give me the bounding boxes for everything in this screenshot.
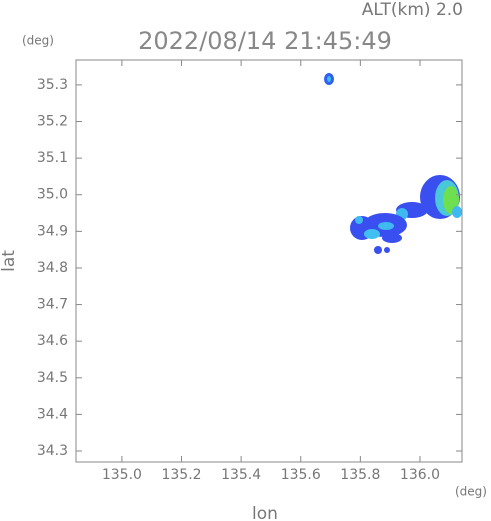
- echo: [324, 73, 462, 254]
- y-tick-label: 34.9: [37, 223, 68, 239]
- x-tick-label: 135.2: [161, 467, 201, 483]
- y-tick-label: 35.3: [37, 77, 68, 93]
- x-tick-label: 136.0: [400, 467, 440, 483]
- y-tick-label: 34.4: [37, 406, 68, 422]
- chart-subtitle: ALT(km) 2.0: [362, 0, 463, 20]
- y-tick-label: 34.6: [37, 333, 68, 349]
- chart-title: 2022/08/14 21:45:49: [138, 27, 392, 55]
- y-tick-label: 35.2: [37, 114, 68, 130]
- y-axis-label: lat: [0, 250, 19, 272]
- x-axis-label: lon: [252, 504, 278, 521]
- x-tick-label: 135.0: [102, 467, 142, 483]
- y-tick-label: 34.3: [37, 443, 68, 459]
- y-tick-label: 35.1: [37, 150, 68, 166]
- x-tick-label: 135.4: [221, 467, 261, 483]
- x-unit: (deg): [455, 485, 487, 499]
- x-tick-label: 135.8: [340, 467, 380, 483]
- y-tick-label: 34.8: [37, 260, 68, 276]
- y-tick-label: 35.0: [37, 187, 68, 203]
- y-unit: (deg): [22, 34, 54, 48]
- x-tick-label: 135.6: [281, 467, 321, 483]
- y-tick-label: 34.5: [37, 370, 68, 386]
- y-tick-label: 34.7: [37, 297, 68, 313]
- plot-frame: [75, 59, 463, 463]
